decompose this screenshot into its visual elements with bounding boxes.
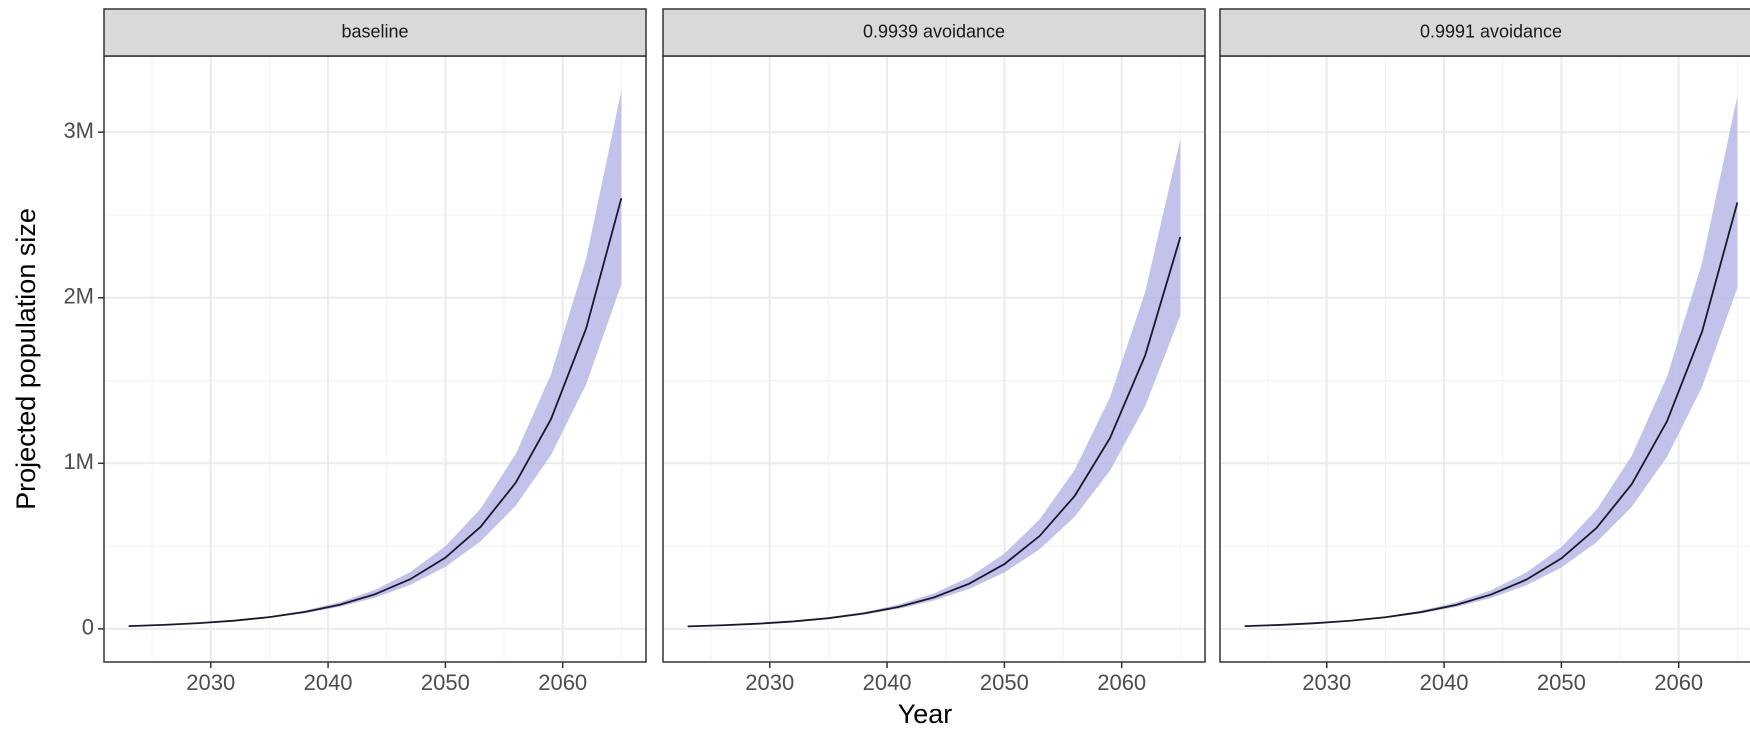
y-axis-title: Projected population size [11, 208, 41, 510]
line [687, 236, 1182, 628]
x-tick-label: 2040 [1420, 670, 1469, 695]
y-tick-label: 2M [63, 284, 94, 309]
x-tick-label: 2040 [304, 670, 353, 695]
x-tick-label: 2050 [1537, 670, 1586, 695]
strip [1219, 8, 1750, 57]
strip-label: 0.9939 avoidance [863, 21, 1005, 41]
x-tick-label: 2060 [1654, 670, 1703, 695]
strip-label: baseline [341, 21, 408, 41]
x-tick-label: 2030 [745, 670, 794, 695]
ribbon [1244, 95, 1738, 627]
line [128, 197, 623, 628]
ribbon [687, 138, 1181, 627]
x-tick-label: 2050 [980, 670, 1029, 695]
x-tick-label: 2040 [863, 670, 912, 695]
ribbon [128, 90, 622, 627]
line [1244, 202, 1739, 628]
x-tick-label: 2060 [538, 670, 587, 695]
strip-label: 0.9991 avoidance [1420, 21, 1562, 41]
x-tick-label: 2030 [186, 670, 235, 695]
y-tick-label: 3M [63, 118, 94, 143]
x-tick-label: 2060 [1097, 670, 1146, 695]
panel-background [1220, 56, 1750, 662]
x-axis-title: Year [898, 699, 953, 729]
x-tick-label: 2050 [421, 670, 470, 695]
strip [103, 8, 647, 57]
x-tick-label: 2030 [1302, 670, 1351, 695]
panel-background [663, 56, 1205, 662]
y-tick-label: 1M [63, 449, 94, 474]
strip [662, 8, 1206, 57]
y-tick-label: 0 [82, 615, 94, 640]
